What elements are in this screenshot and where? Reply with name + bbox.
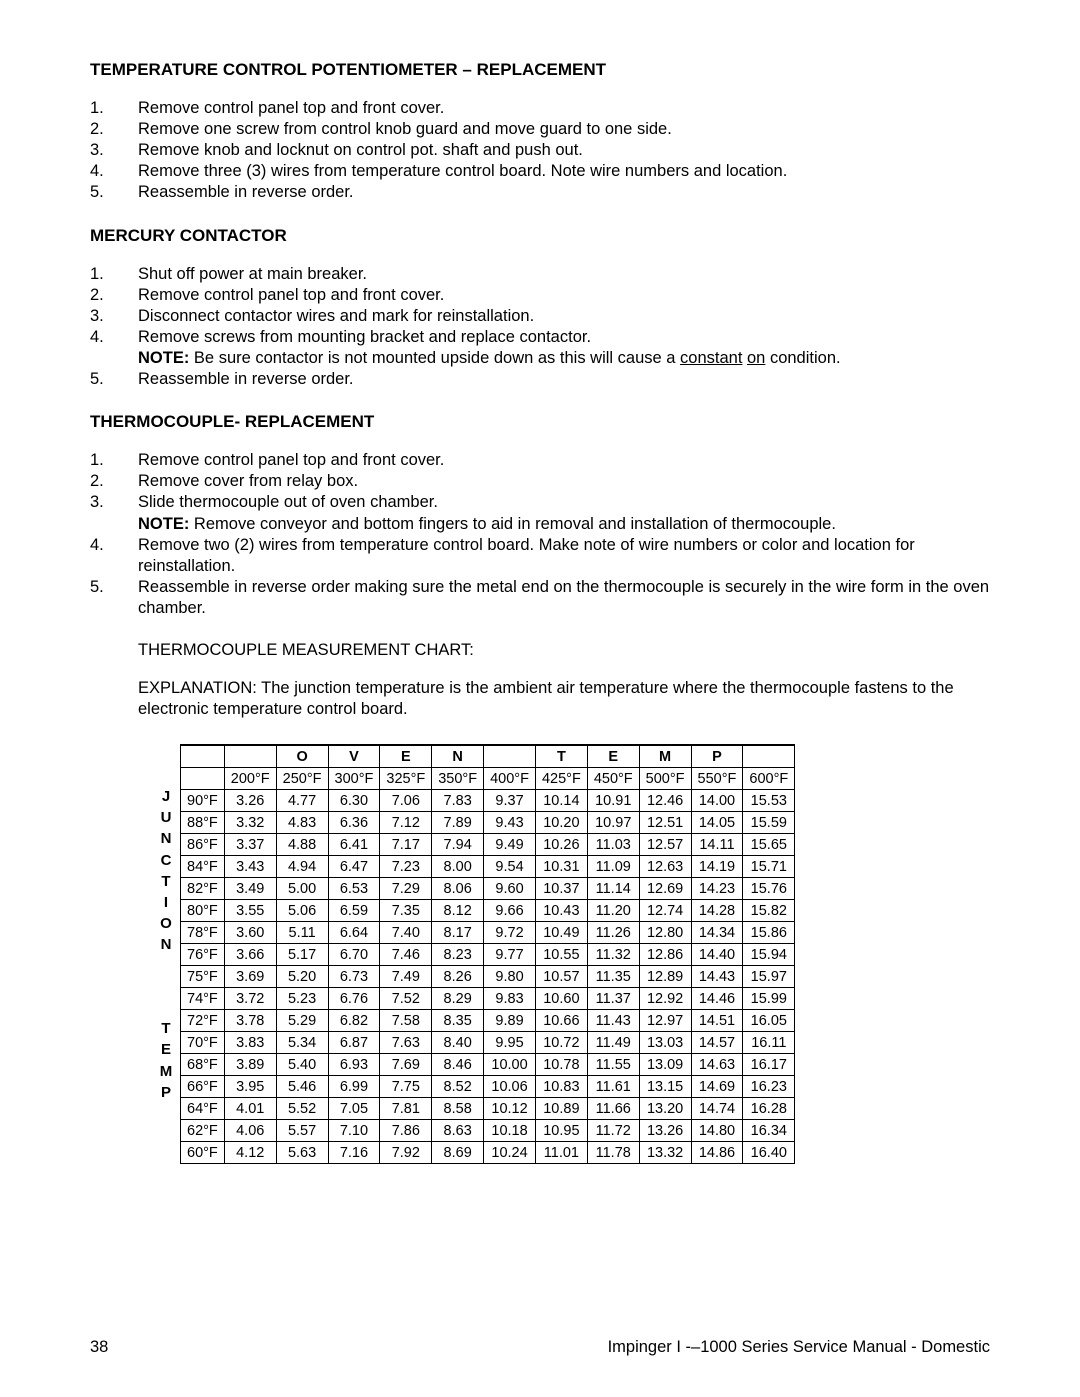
step: Remove screws from mounting bracket and …: [138, 327, 990, 369]
steps-mercury: 1.Shut off power at main breaker. 2.Remo…: [90, 264, 990, 391]
heading-temp-pot: TEMPERATURE CONTROL POTENTIOMETER – REPL…: [90, 60, 990, 80]
chart-caption: THERMOCOUPLE MEASUREMENT CHART:: [138, 641, 990, 660]
chart-explanation: EXPLANATION: The junction temperature is…: [138, 678, 990, 720]
steps-thermocouple: 1.Remove control panel top and front cov…: [90, 450, 990, 619]
step: Disconnect contactor wires and mark for …: [138, 306, 990, 327]
heading-thermocouple: THERMOCOUPLE- REPLACEMENT: [90, 412, 990, 432]
step: Remove one screw from control knob guard…: [138, 119, 990, 140]
measurement-table: OVENTEMP200°F250°F300°F325°F350°F400°F42…: [180, 744, 795, 1164]
step: Reassemble in reverse order.: [138, 369, 990, 390]
manual-title: Impinger I -–1000 Series Service Manual …: [608, 1338, 990, 1357]
page: TEMPERATURE CONTROL POTENTIOMETER – REPL…: [0, 0, 1080, 1397]
step: Shut off power at main breaker.: [138, 264, 990, 285]
step: Remove control panel top and front cover…: [138, 98, 990, 119]
steps-temp-pot: 1.Remove control panel top and front cov…: [90, 98, 990, 204]
heading-mercury: MERCURY CONTACTOR: [90, 226, 990, 246]
step: Reassemble in reverse order making sure …: [138, 577, 990, 619]
step: Reassemble in reverse order.: [138, 182, 990, 203]
junction-temp-label: JUNCTION TEMP: [158, 744, 174, 1164]
step: Remove control panel top and front cover…: [138, 450, 990, 471]
thermocouple-chart: JUNCTION TEMP OVENTEMP200°F250°F300°F325…: [158, 744, 990, 1164]
step: Remove three (3) wires from temperature …: [138, 161, 990, 182]
step: Remove knob and locknut on control pot. …: [138, 140, 990, 161]
step: Remove two (2) wires from temperature co…: [138, 535, 990, 577]
step: Remove control panel top and front cover…: [138, 285, 990, 306]
step: Slide thermocouple out of oven chamber. …: [138, 492, 990, 534]
page-footer: 38 Impinger I -–1000 Series Service Manu…: [90, 1338, 990, 1357]
page-number: 38: [90, 1338, 108, 1357]
step: Remove cover from relay box.: [138, 471, 990, 492]
